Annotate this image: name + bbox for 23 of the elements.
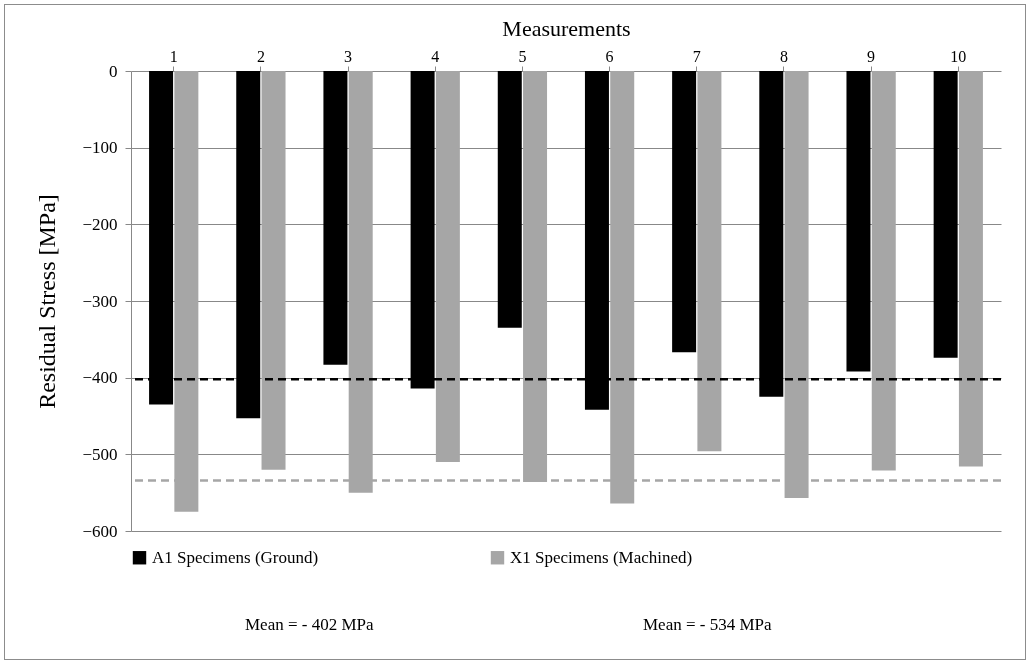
text: Mean = - 534 MPa [643,615,772,635]
legend-label: X1 Specimens (Machined) [510,547,693,567]
text: Mean = - 402 MPa [245,615,374,635]
x-tick-label: 1 [169,47,178,65]
y-tick-label: −500 [82,444,118,464]
y-tick-label: −400 [82,368,118,388]
x-tick-label: 5 [518,47,527,65]
legend-label: A1 Specimens (Ground) [152,547,319,567]
y-tick-label: −100 [82,138,118,158]
y-axis-title: Residual Stress [MPa] [34,194,61,409]
y-tick-label: −600 [82,521,118,541]
x-tick-label: 6 [605,47,614,65]
x-tick-label: 10 [950,47,967,65]
x-tick-label: 4 [431,47,440,65]
y-tick-label: −300 [82,291,118,311]
y-tick-label: 0 [109,61,118,81]
x-axis-title: Measurements [502,15,631,41]
x-tick-label: 9 [867,47,876,65]
x-tick-label: 8 [779,47,788,65]
y-tick-label: −200 [82,214,118,234]
x-tick-label: 2 [256,47,265,65]
x-tick-label: 3 [344,47,353,65]
x-tick-label: 7 [692,47,701,65]
